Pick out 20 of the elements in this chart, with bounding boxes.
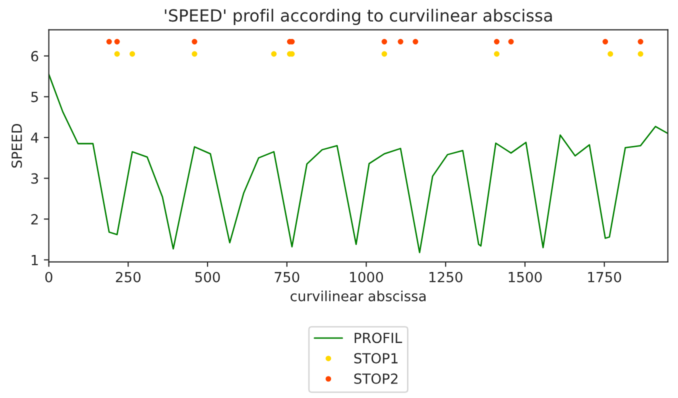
- x-tick-label: 1000: [350, 272, 384, 282]
- y-axis-title: SPEED: [12, 124, 22, 168]
- x-tick-label: 1250: [429, 272, 462, 282]
- x-tick-label: 0: [45, 272, 52, 282]
- y-tick-label: 3: [31, 173, 38, 184]
- x-tick-label: 1500: [508, 272, 542, 282]
- legend-label: STOP1: [354, 353, 398, 364]
- legend-label: STOP2: [354, 373, 398, 384]
- y-tick-label: 6: [31, 50, 38, 62]
- x-tick-label: 750: [274, 272, 300, 282]
- legend-label: PROFIL: [354, 332, 402, 344]
- x-tick-label: 250: [116, 272, 141, 282]
- x-axis-title: curvilinear abscissa: [290, 290, 426, 302]
- y-tick-label: 2: [31, 214, 38, 224]
- y-tick-label: 4: [30, 132, 38, 143]
- y-tick-label: 5: [31, 92, 38, 102]
- x-tick-label: 1750: [588, 272, 622, 282]
- y-tick-label: 1: [32, 254, 38, 266]
- x-tick-label: 500: [195, 272, 220, 282]
- chart-title: 'SPEED' profil according to curvilinear abscissa: [164, 8, 552, 25]
